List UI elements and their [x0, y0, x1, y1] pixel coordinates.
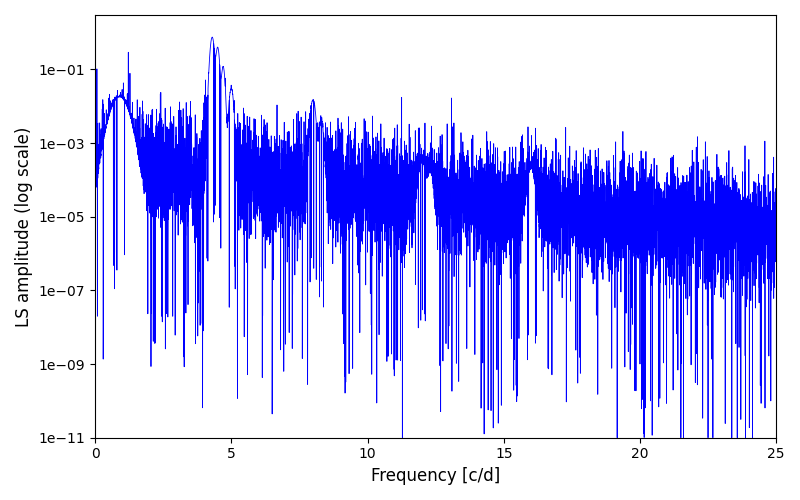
Y-axis label: LS amplitude (log scale): LS amplitude (log scale) — [15, 126, 33, 326]
X-axis label: Frequency [c/d]: Frequency [c/d] — [371, 467, 500, 485]
